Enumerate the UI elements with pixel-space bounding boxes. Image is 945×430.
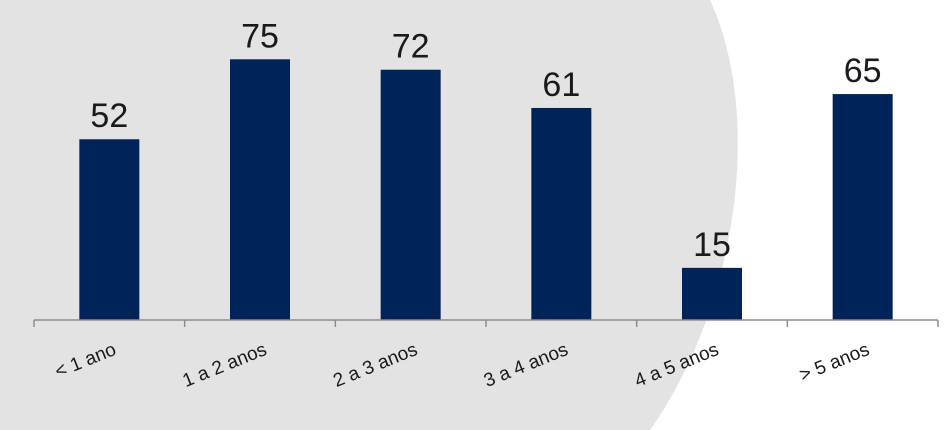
x-axis-ticks bbox=[33, 320, 939, 327]
bar bbox=[682, 267, 742, 320]
data-label: 52 bbox=[90, 97, 128, 135]
data-labels: 52 75 72 61 15 65 bbox=[90, 17, 881, 264]
bar-series bbox=[79, 59, 893, 321]
data-label: 61 bbox=[542, 66, 580, 104]
bar bbox=[230, 59, 290, 321]
data-label: 75 bbox=[241, 17, 279, 55]
bar bbox=[832, 94, 893, 320]
data-label: 72 bbox=[392, 28, 430, 66]
x-tick-label: > 5 anos bbox=[797, 339, 873, 386]
data-label: 65 bbox=[844, 52, 882, 90]
data-label: 15 bbox=[693, 226, 731, 264]
bar bbox=[79, 139, 140, 320]
bar bbox=[380, 69, 441, 320]
bar bbox=[531, 107, 592, 321]
